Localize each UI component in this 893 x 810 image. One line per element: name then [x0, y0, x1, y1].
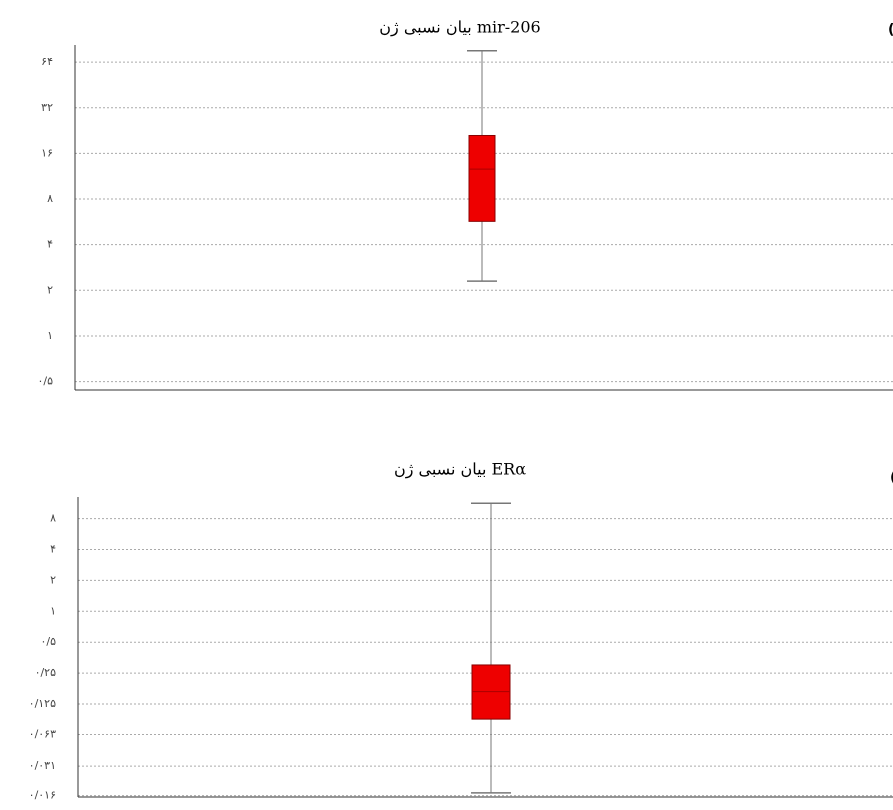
y-tick-label: ۰/۵ [37, 375, 53, 388]
y-tick-label: ۳۲ [41, 101, 53, 114]
y-tick-label: ۸ [50, 512, 56, 525]
y-tick-label: ۱۶ [41, 146, 53, 159]
y-tick-label: ۴ [47, 238, 53, 251]
y-tick-label: ۶۴ [41, 55, 53, 68]
box [468, 134, 496, 222]
y-tick-label: ۰/۰۱۶ [29, 789, 56, 802]
panel-label: (الف) [888, 22, 893, 38]
y-tick-label: ۰/۰۳۱ [29, 759, 56, 772]
y-tick-label: ۱ [47, 329, 53, 342]
y-tick-label: ۲ [50, 573, 56, 586]
chart-title: بیان نسبی ژن ERα [394, 460, 526, 479]
panel-label: (ب) [890, 470, 893, 486]
y-tick-label: ۰/۱۲۵ [29, 697, 56, 710]
y-tick-label: ۰/۰۶۳ [29, 728, 56, 741]
chart-title: بیان نسبی ژن mir-206 [379, 18, 540, 37]
y-tick-label: ۴ [50, 543, 56, 556]
y-tick-label: ۲ [47, 283, 53, 296]
y-tick-label: ۱ [50, 604, 56, 617]
y-tick-label: ۰/۵ [40, 635, 56, 648]
y-tick-label: ۰/۲۵ [35, 666, 57, 679]
y-tick-label: ۸ [47, 192, 53, 205]
